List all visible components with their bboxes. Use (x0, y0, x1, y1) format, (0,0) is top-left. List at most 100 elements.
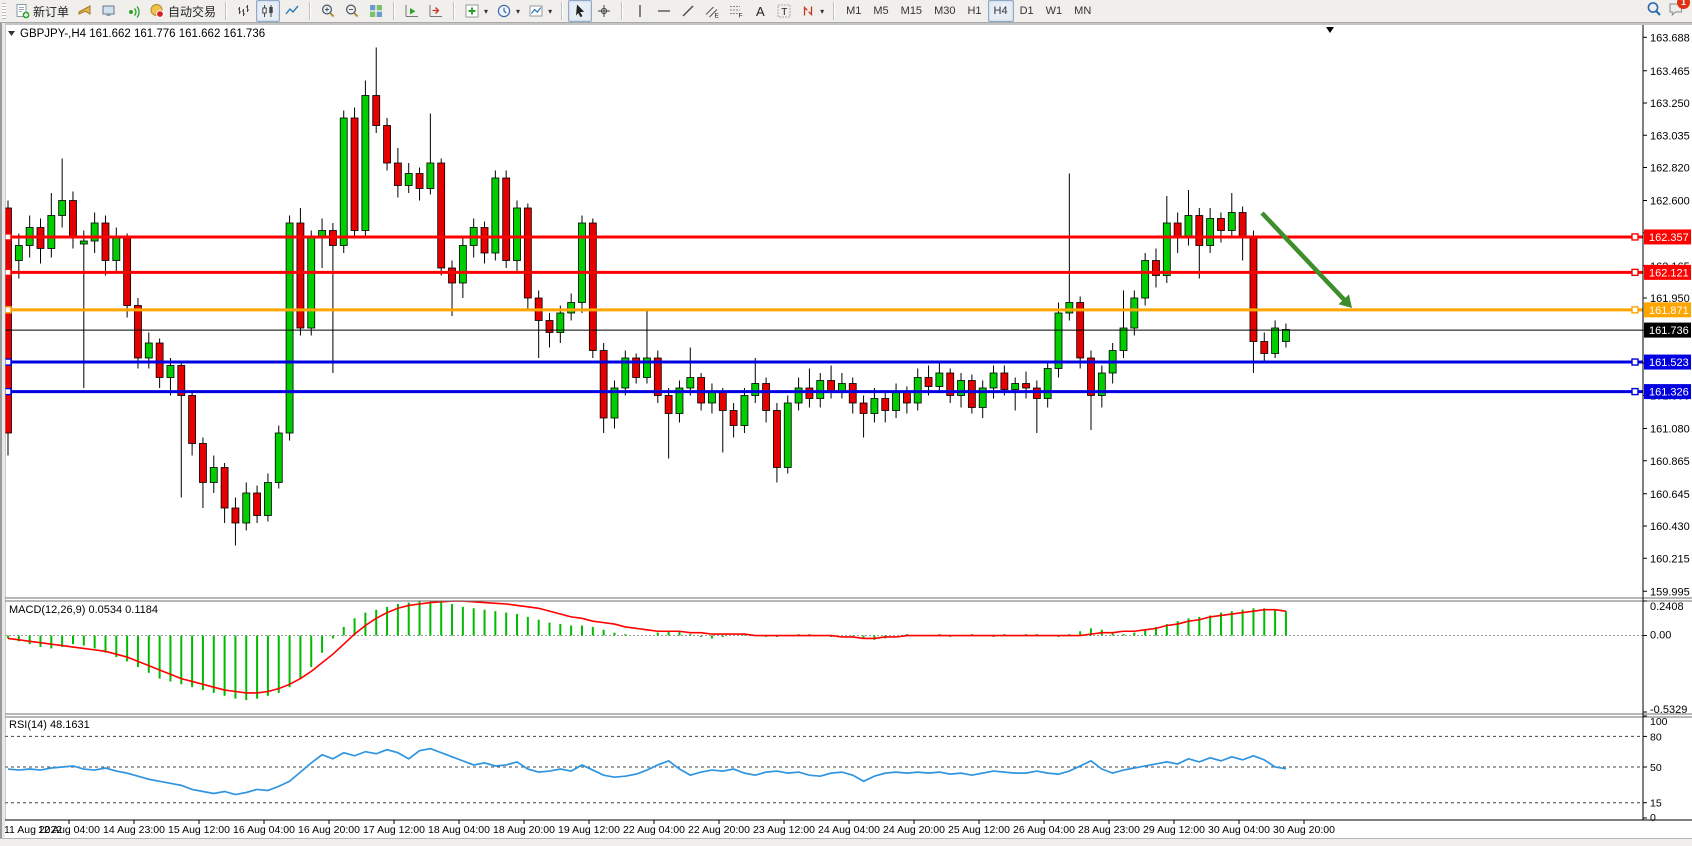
candle-body (1238, 212, 1247, 239)
price-line-label: 161.871 (1644, 302, 1691, 318)
line-handle[interactable] (4, 268, 12, 277)
candle-body (1217, 218, 1225, 231)
time-tick-label: 18 Aug 20:00 (493, 824, 555, 836)
candle-body (1260, 341, 1269, 354)
line-handle[interactable] (1631, 233, 1639, 241)
bar-chart-icon (236, 3, 252, 19)
timeframe-h4[interactable]: H4 (987, 0, 1014, 22)
equidistant-channel-button[interactable]: E (700, 0, 724, 22)
candle-body (231, 507, 240, 524)
line-handle[interactable] (1631, 268, 1639, 277)
templates-button[interactable]: ▾ (524, 0, 556, 22)
price-axis[interactable]: 163.688 163.465 163.250 163.035 162.820 162.6… (1643, 32, 1691, 824)
candle-body (112, 237, 121, 261)
cursor-button[interactable] (568, 0, 593, 22)
timeframe-w1[interactable]: W1 (1040, 0, 1069, 22)
vertical-line-button[interactable] (628, 0, 652, 22)
zoom-in-button[interactable] (316, 0, 340, 22)
text-button[interactable]: A (748, 0, 772, 22)
candle-body (14, 245, 23, 261)
rsi-axis-label: 100 (1650, 716, 1668, 728)
macd-pane[interactable]: MACD(12,26,9) 0.0534 0.1184 (5, 600, 1643, 701)
candle-body (1227, 212, 1236, 231)
time-tick-label: 15 Aug 12:00 (168, 824, 230, 836)
tile-windows-button[interactable] (364, 0, 388, 22)
crosshair-button[interactable] (592, 0, 616, 22)
candle-body (491, 177, 500, 254)
timeframe-h1[interactable]: H1 (961, 0, 987, 22)
chart-title-dropdown-icon[interactable] (8, 31, 15, 36)
candle-body (242, 492, 251, 524)
candle-body (708, 392, 716, 404)
candlestick-chart-button[interactable] (256, 0, 281, 22)
candlestick-series[interactable] (4, 47, 1290, 546)
indicators-button[interactable]: ▾ (460, 0, 492, 22)
candle-body (1054, 312, 1063, 369)
bar-chart-button[interactable] (232, 0, 256, 22)
rsi-pane[interactable]: RSI(14) 48.1631 (5, 719, 1643, 804)
candle-body (296, 222, 305, 329)
svg-text:161.736: 161.736 (1649, 325, 1689, 337)
periods-button[interactable]: ▾ (492, 0, 524, 22)
candle-body (101, 222, 110, 261)
line-handle[interactable] (4, 233, 12, 241)
price-chart[interactable]: GBPJPY-,H4 161.662 161.776 161.662 161.7… (0, 23, 1692, 845)
candle-body (1271, 327, 1280, 354)
support-line-1[interactable] (4, 358, 1643, 366)
line-handle[interactable] (4, 358, 12, 366)
chevron-down-icon: ▾ (484, 6, 489, 16)
pivot-line[interactable] (4, 306, 1643, 314)
new-order-button[interactable]: 新订单 (10, 0, 73, 22)
zoom-out-button[interactable] (340, 0, 364, 22)
candle-body (1249, 237, 1258, 342)
price-tick-label: 159.995 (1650, 586, 1690, 598)
periods-icon (496, 3, 512, 19)
support-line-2[interactable] (4, 387, 1643, 396)
timeframe-m15[interactable]: M15 (895, 0, 928, 22)
timeframe-mn[interactable]: MN (1068, 0, 1097, 22)
pane-separator-1[interactable] (0, 597, 1692, 602)
chart-window[interactable]: GBPJPY-,H4 161.662 161.776 161.662 161.7… (0, 23, 1692, 846)
resistance-line-1[interactable] (4, 233, 1643, 241)
time-tick-label: 30 Aug 04:00 (1208, 824, 1270, 836)
timeframe-m5[interactable]: M5 (867, 0, 894, 22)
line-handle[interactable] (1631, 387, 1639, 396)
trend-arrow-annotation[interactable] (1260, 211, 1352, 308)
fibonacci-button[interactable]: F (724, 0, 748, 22)
text-label-icon: T (776, 3, 792, 19)
candle-body (307, 237, 316, 329)
megaphone-icon[interactable] (73, 0, 97, 22)
chart-shift-marker[interactable] (1326, 27, 1334, 33)
text-icon: A (752, 3, 768, 19)
line-handle[interactable] (4, 306, 12, 314)
candle-body (144, 342, 153, 359)
timeframe-m30[interactable]: M30 (928, 0, 961, 22)
timeframe-d1[interactable]: D1 (1014, 0, 1040, 22)
notifications-icon[interactable]: 1 (1668, 0, 1690, 22)
candle-body (545, 320, 554, 333)
terminal-icon[interactable] (97, 0, 121, 22)
trendline-button[interactable] (676, 0, 700, 22)
signals-icon[interactable] (121, 0, 145, 22)
candle-body (383, 125, 391, 164)
auto-scroll-button[interactable] (400, 0, 424, 22)
chart-title[interactable]: GBPJPY-,H4 161.662 161.776 161.662 161.7… (8, 28, 265, 40)
arrows-button[interactable]: ▾ (796, 0, 828, 22)
line-handle[interactable] (1631, 358, 1639, 366)
line-handle[interactable] (4, 387, 12, 396)
line-chart-button[interactable] (280, 0, 304, 22)
text-label-button[interactable]: T (772, 0, 796, 22)
toolbar-grip (2, 3, 6, 19)
candle-body (1282, 329, 1290, 342)
autotrading-button[interactable]: 自动交易 (145, 0, 220, 22)
pane-separator-2[interactable] (0, 713, 1692, 718)
line-handle[interactable] (1631, 306, 1639, 314)
horizontal-line-button[interactable] (652, 0, 676, 22)
price-tick-label: 160.430 (1650, 521, 1690, 533)
chevron-down-icon: ▾ (516, 6, 521, 16)
search-icon[interactable] (1646, 1, 1662, 22)
timeframe-m1[interactable]: M1 (840, 0, 867, 22)
chart-shift-button[interactable] (424, 0, 448, 22)
candle-body (1130, 297, 1139, 329)
